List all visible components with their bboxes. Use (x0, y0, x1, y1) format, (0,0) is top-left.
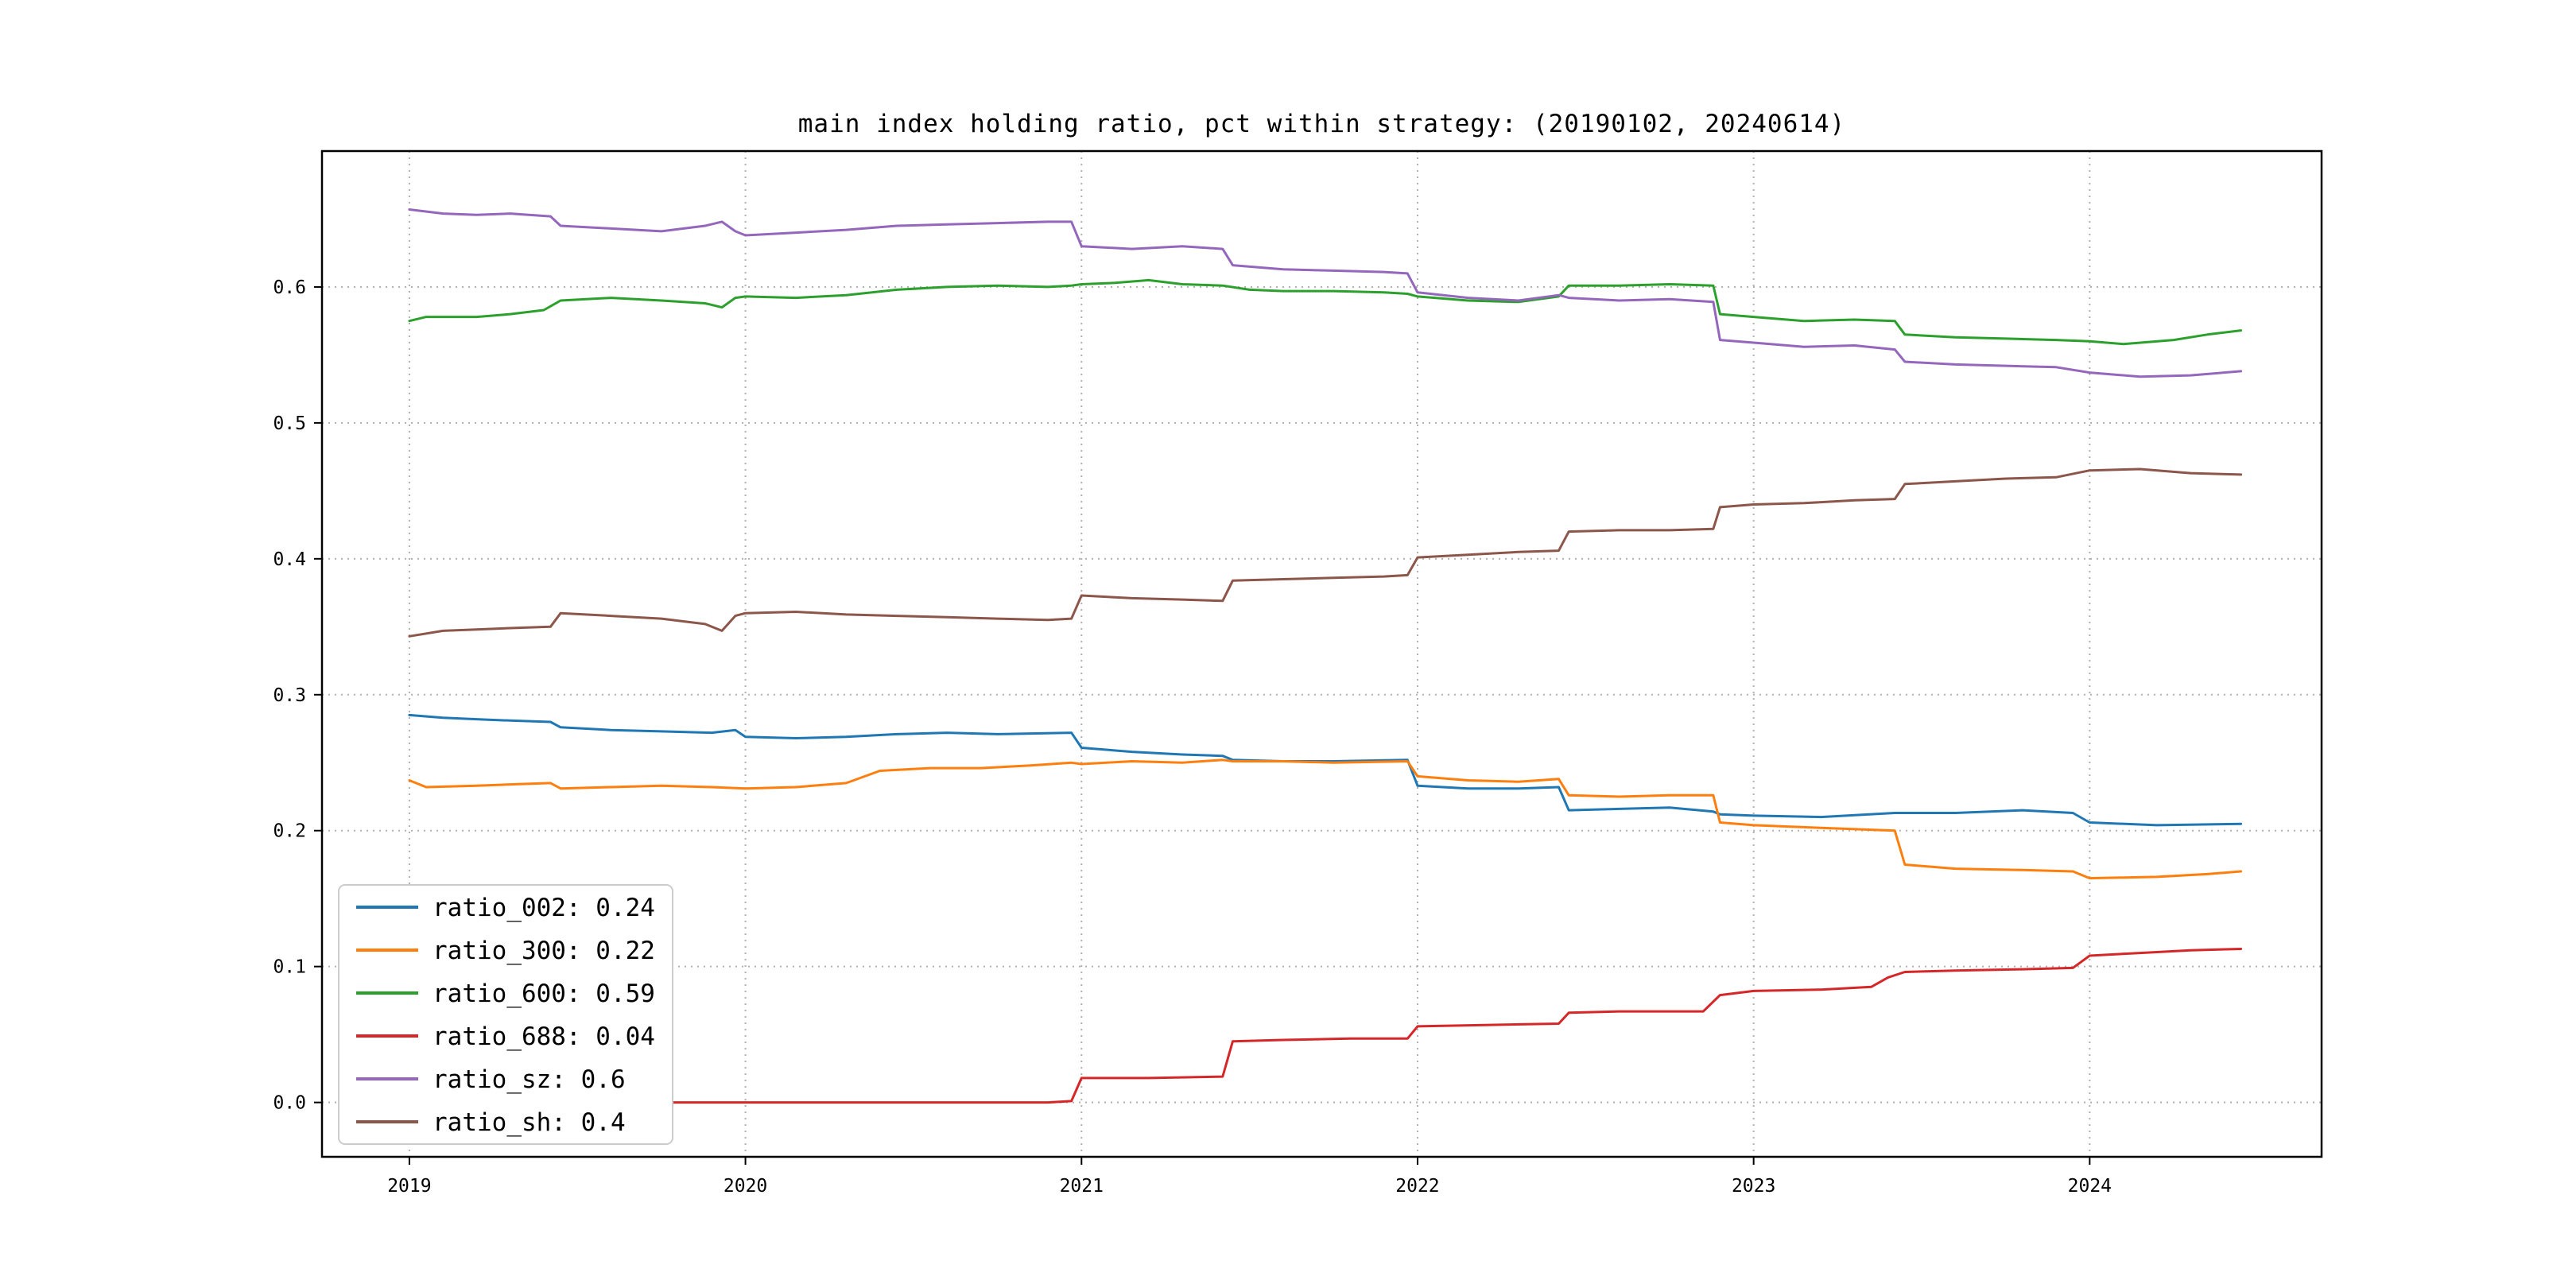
y-tick-label: 0.1 (273, 957, 306, 978)
x-tick-label: 2024 (2068, 1176, 2112, 1197)
series-line-ratio_sh (408, 467, 2243, 638)
legend-label-ratio_688: ratio_688: 0.04 (433, 1022, 655, 1051)
y-tick-label: 0.6 (273, 277, 306, 298)
series-line-ratio_sz (408, 208, 2243, 378)
legend-label-ratio_002: ratio_002: 0.24 (433, 894, 655, 922)
legend-label-ratio_sh: ratio_sh: 0.4 (433, 1108, 626, 1137)
x-tick-label: 2020 (724, 1176, 767, 1197)
y-tick-label: 0.3 (273, 685, 306, 706)
x-tick-label: 2019 (387, 1176, 431, 1197)
y-tick-label: 0.2 (273, 821, 306, 842)
legend-label-ratio_sz: ratio_sz: 0.6 (433, 1065, 626, 1094)
y-tick-label: 0.5 (273, 413, 306, 434)
series-line-ratio_600 (408, 278, 2243, 346)
x-tick-label: 2022 (1395, 1176, 1439, 1197)
y-tick-label: 0.4 (273, 549, 306, 570)
x-tick-label: 2023 (1732, 1176, 1775, 1197)
legend-label-ratio_600: ratio_600: 0.59 (433, 980, 655, 1008)
legend-label-ratio_300: ratio_300: 0.22 (433, 937, 655, 965)
series-line-ratio_300 (408, 758, 2243, 880)
chart-title: main index holding ratio, pct within str… (797, 110, 1846, 138)
series-line-ratio_002 (408, 713, 2243, 827)
axes-frame (320, 149, 2323, 1158)
legend-box (338, 884, 673, 1145)
x-tick-label: 2021 (1060, 1176, 1104, 1197)
y-tick-label: 0.0 (273, 1093, 306, 1114)
series-line-ratio_688 (408, 948, 2243, 1104)
